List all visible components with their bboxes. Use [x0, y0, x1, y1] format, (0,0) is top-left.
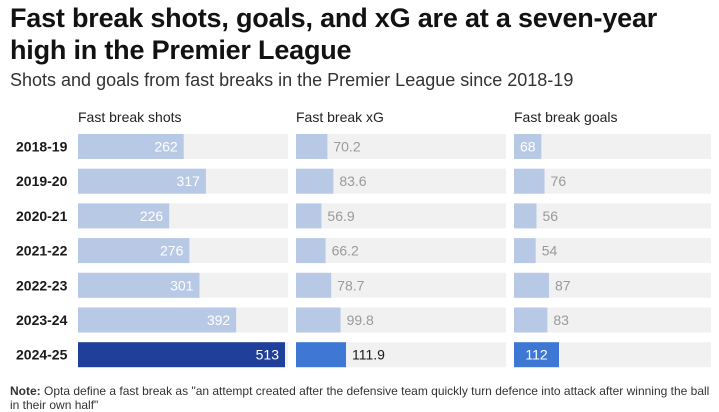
bar — [514, 168, 545, 194]
bar-track — [514, 238, 711, 264]
data-label: 56.9 — [327, 208, 354, 224]
data-label: 301 — [170, 277, 194, 293]
series-label-shots: Fast break shots — [78, 109, 182, 125]
chart-title: Fast break shots, goals, and xG are at a… — [10, 3, 658, 65]
chart-note: Note: Opta define a fast break as "an at… — [10, 384, 710, 412]
bar — [296, 272, 332, 298]
data-label: 111.9 — [352, 347, 385, 363]
data-label: 87 — [555, 277, 571, 293]
category-label: 2022-23 — [16, 277, 68, 293]
data-label: 83.6 — [339, 173, 366, 189]
bar — [514, 238, 536, 264]
bar — [78, 238, 190, 264]
series-label-goals: Fast break goals — [514, 109, 618, 125]
bar — [78, 168, 206, 194]
note-label: Note: — [10, 384, 41, 398]
bar — [514, 272, 549, 298]
chart-subtitle: Shots and goals from fast breaks in the … — [10, 70, 574, 90]
bar — [296, 168, 334, 194]
bar — [78, 342, 285, 368]
series-label-xg: Fast break xG — [296, 109, 384, 125]
bar — [78, 272, 200, 298]
category-label: 2018-19 — [16, 139, 68, 155]
data-label: 54 — [542, 243, 558, 259]
data-label: 76 — [551, 173, 567, 189]
bar — [514, 307, 548, 333]
data-label: 66.2 — [332, 243, 359, 259]
bar-chart: 2018-19 262 70.2 68 2019-20 317 83.6 76 2020-21 2… — [16, 134, 711, 368]
bar — [514, 134, 542, 159]
data-label: 112 — [525, 347, 548, 363]
bar — [296, 203, 322, 229]
bar — [296, 238, 326, 264]
bar — [78, 134, 184, 159]
bar-track — [514, 203, 711, 229]
category-label: 2021-22 — [16, 243, 68, 259]
bar-track — [514, 134, 711, 159]
bar — [78, 307, 237, 333]
data-label: 99.8 — [347, 312, 374, 328]
data-label: 70.2 — [333, 139, 360, 155]
data-label: 317 — [177, 173, 201, 189]
bar-track — [514, 168, 711, 194]
category-label: 2023-24 — [16, 312, 68, 328]
data-label: 83 — [553, 312, 569, 328]
data-label: 56 — [543, 208, 559, 224]
data-label: 392 — [207, 312, 231, 328]
bar-track — [296, 238, 506, 264]
note-text: Opta define a fast break as "an attempt … — [10, 384, 710, 412]
bar — [296, 134, 328, 159]
bar — [514, 203, 537, 229]
data-label: 276 — [160, 243, 184, 259]
bar-track — [296, 134, 506, 159]
bar — [78, 203, 170, 229]
category-label: 2020-21 — [16, 208, 68, 224]
bar-track — [296, 203, 506, 229]
category-label: 2024-25 — [16, 347, 68, 363]
bar — [296, 307, 341, 333]
data-label: 262 — [154, 139, 178, 155]
category-label: 2019-20 — [16, 173, 68, 189]
data-label: 513 — [256, 347, 280, 363]
bar — [514, 342, 559, 368]
data-label: 78.7 — [337, 277, 364, 293]
data-label: 226 — [140, 208, 164, 224]
data-label: 68 — [520, 139, 536, 155]
bar — [296, 342, 346, 368]
